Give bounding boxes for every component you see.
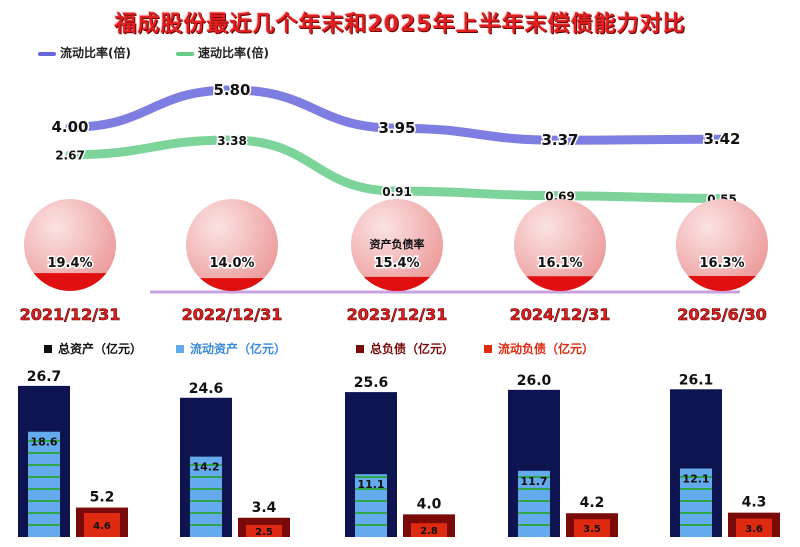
- current-ratio-label: 5.80: [213, 81, 250, 99]
- current-liabilities-value: 4.6: [93, 521, 111, 532]
- legend-total-liabilities-swatch: [356, 345, 364, 353]
- total-assets-value: 26.7: [27, 369, 62, 385]
- total-liabilities-value: 3.4: [252, 500, 277, 516]
- legend-total-assets: 总资产（亿元）: [44, 340, 142, 357]
- legend-current-ratio-label: 流动比率(倍): [60, 46, 131, 60]
- legend-quick-ratio-swatch: [176, 51, 194, 56]
- current-assets-bar: [28, 431, 60, 537]
- debt-ratio-circle: [351, 199, 443, 291]
- debt-ratio-circle: [514, 199, 606, 291]
- legend-current-ratio: 流动比率(倍): [38, 44, 131, 61]
- legend-current-liabilities-label: 流动负债（亿元）: [498, 342, 595, 356]
- total-liabilities-value: 4.3: [742, 495, 767, 511]
- category-label: 2022/12/31: [182, 305, 283, 324]
- quick-ratio-label: 2.67: [55, 149, 85, 163]
- current-assets-value: 11.7: [520, 475, 547, 488]
- category-label: 2025/6/30: [677, 305, 767, 324]
- debt-ratio-fill: [526, 276, 594, 291]
- total-liabilities-value: 5.2: [90, 490, 115, 506]
- total-assets-value: 26.0: [517, 373, 552, 389]
- debt-ratio-circle: [186, 199, 278, 291]
- current-ratio-label: 3.37: [541, 131, 578, 149]
- total-assets-value: 25.6: [354, 375, 389, 391]
- debt-ratio-value: 15.4%: [374, 256, 419, 271]
- current-ratio-label: 3.42: [703, 130, 740, 148]
- category-label: 2023/12/31: [347, 305, 448, 324]
- current-assets-bar: [355, 474, 387, 537]
- debt-ratio-value: 16.1%: [537, 256, 582, 271]
- current-assets-bar: [190, 456, 222, 537]
- current-liabilities-bar: [411, 523, 447, 537]
- current-ratio-label: 3.95: [378, 119, 415, 137]
- current-liabilities-bar: [736, 518, 772, 537]
- quick-ratio-label: 0.91: [382, 185, 412, 199]
- quick-ratio-line: [65, 135, 727, 204]
- total-liabilities-value: 4.0: [417, 496, 442, 512]
- debt-ratio-fill: [688, 276, 756, 291]
- legend-current-ratio-swatch: [38, 51, 56, 56]
- current-liabilities-value: 2.8: [420, 526, 438, 537]
- current-ratio-label: 4.00: [51, 118, 88, 136]
- debt-ratio-fill: [33, 273, 107, 292]
- legend-current-assets: 流动资产（亿元）: [176, 340, 286, 357]
- debt-ratio-fill: [363, 276, 431, 291]
- current-liabilities-value: 2.5: [255, 527, 273, 538]
- legend-current-liabilities: 流动负债（亿元）: [484, 340, 594, 357]
- chart-title: 福成股份最近几个年末和2025年上半年末偿债能力对比: [114, 12, 686, 37]
- legend-quick-ratio-label: 速动比率(倍): [198, 46, 269, 60]
- category-label: 2024/12/31: [510, 305, 611, 324]
- debt-ratio-circle: [24, 199, 116, 291]
- debt-ratio-title: 资产负债率: [370, 237, 425, 251]
- category-label: 2021/12/31: [20, 305, 121, 324]
- total-assets-value: 24.6: [189, 381, 224, 397]
- legend-current-liabilities-swatch: [484, 345, 492, 353]
- legend-current-assets-swatch: [176, 345, 184, 353]
- current-liabilities-bar: [574, 519, 610, 537]
- debt-ratio-value: 19.4%: [47, 256, 92, 271]
- debt-ratio-value: 16.3%: [699, 256, 744, 271]
- current-ratio-line: [65, 85, 727, 145]
- debt-ratio-circle: [676, 199, 768, 291]
- current-assets-value: 11.1: [357, 478, 384, 491]
- total-assets-value: 26.1: [679, 372, 714, 388]
- legend-current-assets-label: 流动资产（亿元）: [190, 342, 287, 356]
- current-liabilities-bar: [246, 524, 282, 537]
- current-assets-value: 12.1: [682, 473, 709, 486]
- current-liabilities-value: 3.6: [745, 524, 763, 535]
- total-liabilities-value: 4.2: [580, 495, 605, 511]
- legend-total-assets-label: 总资产（亿元）: [58, 342, 143, 356]
- debt-ratio-fill: [200, 278, 264, 291]
- legend-total-liabilities: 总负债（亿元）: [356, 340, 454, 357]
- debt-ratio-value: 14.0%: [209, 256, 254, 271]
- current-liabilities-bar: [84, 512, 120, 537]
- current-assets-value: 18.6: [30, 436, 57, 449]
- legend-total-assets-swatch: [44, 345, 52, 353]
- current-liabilities-value: 3.5: [583, 524, 601, 535]
- quick-ratio-label: 3.38: [217, 134, 247, 148]
- legend-quick-ratio: 速动比率(倍): [176, 44, 269, 61]
- current-assets-value: 14.2: [192, 461, 219, 474]
- legend-total-liabilities-label: 总负债（亿元）: [370, 342, 455, 356]
